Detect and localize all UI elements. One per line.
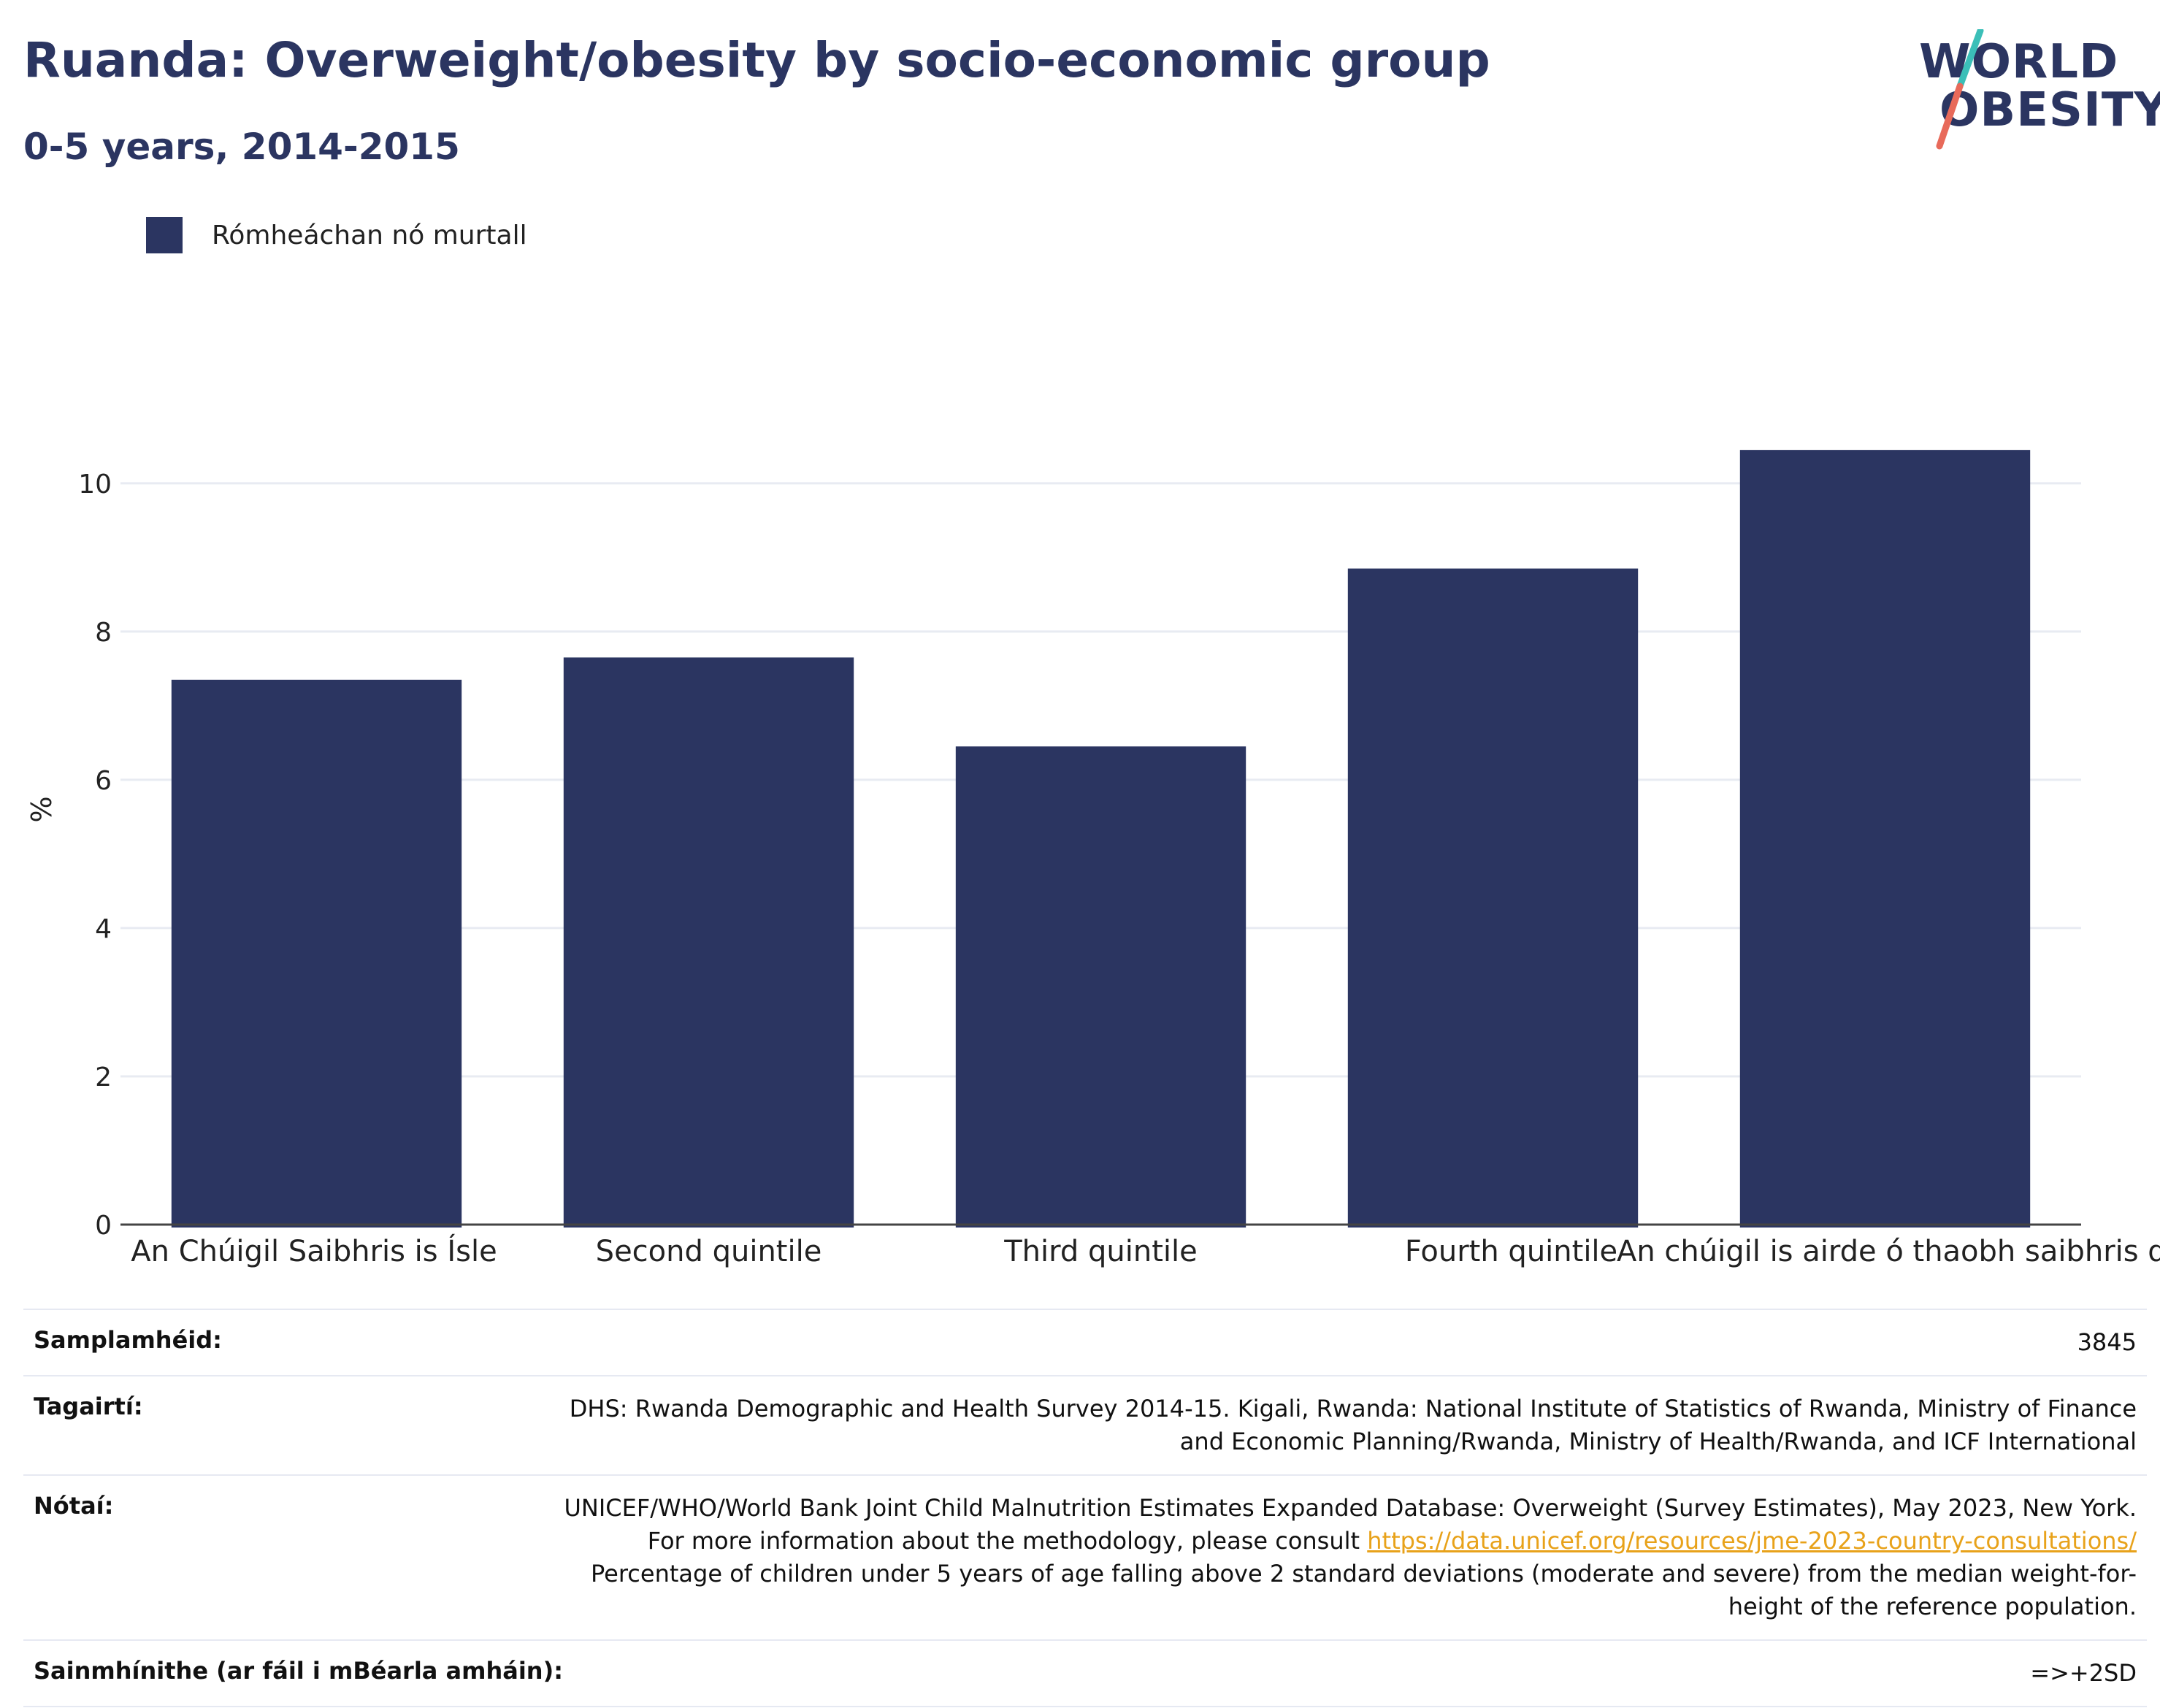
chart-subtitle: 0-5 years, 2014-2015 [23,126,460,168]
references-label: Tagairtí: [34,1393,143,1420]
info-row-sample: Samplamhéid: 3845 [23,1309,2147,1375]
bar [563,657,854,1228]
bar [1347,568,1639,1228]
notes-text-before: UNICEF/WHO/World Bank Joint Child Malnut… [564,1494,2137,1555]
axes: 0 2 4 6 8 10% An Chúigil Saibhris is Ísle Secon… [26,470,2160,1268]
bar-chart: 0 2 4 6 8 10% An Chúigil Saibhris is Ísle Secon… [26,450,2160,1268]
info-row-definitions: Sainmhínithe (ar fáil i mBéarla amháin):… [23,1639,2147,1707]
definitions-label: Sainmhínithe (ar fáil i mBéarla amháin): [34,1657,563,1685]
y-axis-title: % [26,796,58,822]
methodology-link[interactable]: https://data.unicef.org/resources/jme-20… [1367,1527,2137,1555]
x-tick-label: An chúigil is airde ó thaobh saibhris de [1617,1235,2160,1268]
notes-value: UNICEF/WHO/World Bank Joint Child Malnut… [559,1492,2137,1623]
references-value: DHS: Rwanda Demographic and Health Surve… [569,1395,2137,1455]
x-tick-label: Third quintile [1003,1235,1197,1268]
x-tick-label: Second quintile [596,1235,822,1268]
legend-label: Rómheáchan nó murtall [212,220,527,250]
sample-size-value: 3845 [2077,1328,2137,1356]
definitions-value: =>+2SD [2030,1659,2137,1687]
world-obesity-logo: WORLD OBESITY [1913,29,2160,161]
logo-line1: WORLD [1919,35,2119,89]
info-row-notes: Nótaí: UNICEF/WHO/World Bank Joint Child… [23,1474,2147,1639]
logo-line2: OBESITY [1939,83,2160,137]
y-tick-label: 2 [95,1062,112,1092]
legend-swatch [146,217,183,253]
legend: Rómheáchan nó murtall [146,216,527,254]
bar [1739,450,2031,1228]
sample-size-label: Samplamhéid: [34,1326,222,1354]
bar [171,679,462,1228]
y-tick-label: 4 [95,914,112,944]
y-tick-label: 10 [78,470,112,499]
y-tick-label: 6 [95,766,112,796]
x-tick-label: An Chúigil Saibhris is Ísle [131,1233,497,1268]
info-table: Samplamhéid: 3845 Tagairtí: DHS: Rwanda … [23,1309,2147,1707]
y-tick-label: 8 [95,618,112,648]
chart-title: Ruanda: Overweight/obesity by socio-econ… [23,32,1490,88]
y-tick-label: 0 [95,1211,112,1241]
info-row-references: Tagairtí: DHS: Rwanda Demographic and He… [23,1375,2147,1474]
bar [955,746,1246,1228]
x-tick-label: Fourth quintile [1405,1235,1617,1268]
logo-slash-icon [1936,29,1984,150]
notes-text-after: Percentage of children under 5 years of … [591,1560,2137,1620]
bars [171,450,2031,1228]
notes-label: Nótaí: [34,1492,114,1520]
